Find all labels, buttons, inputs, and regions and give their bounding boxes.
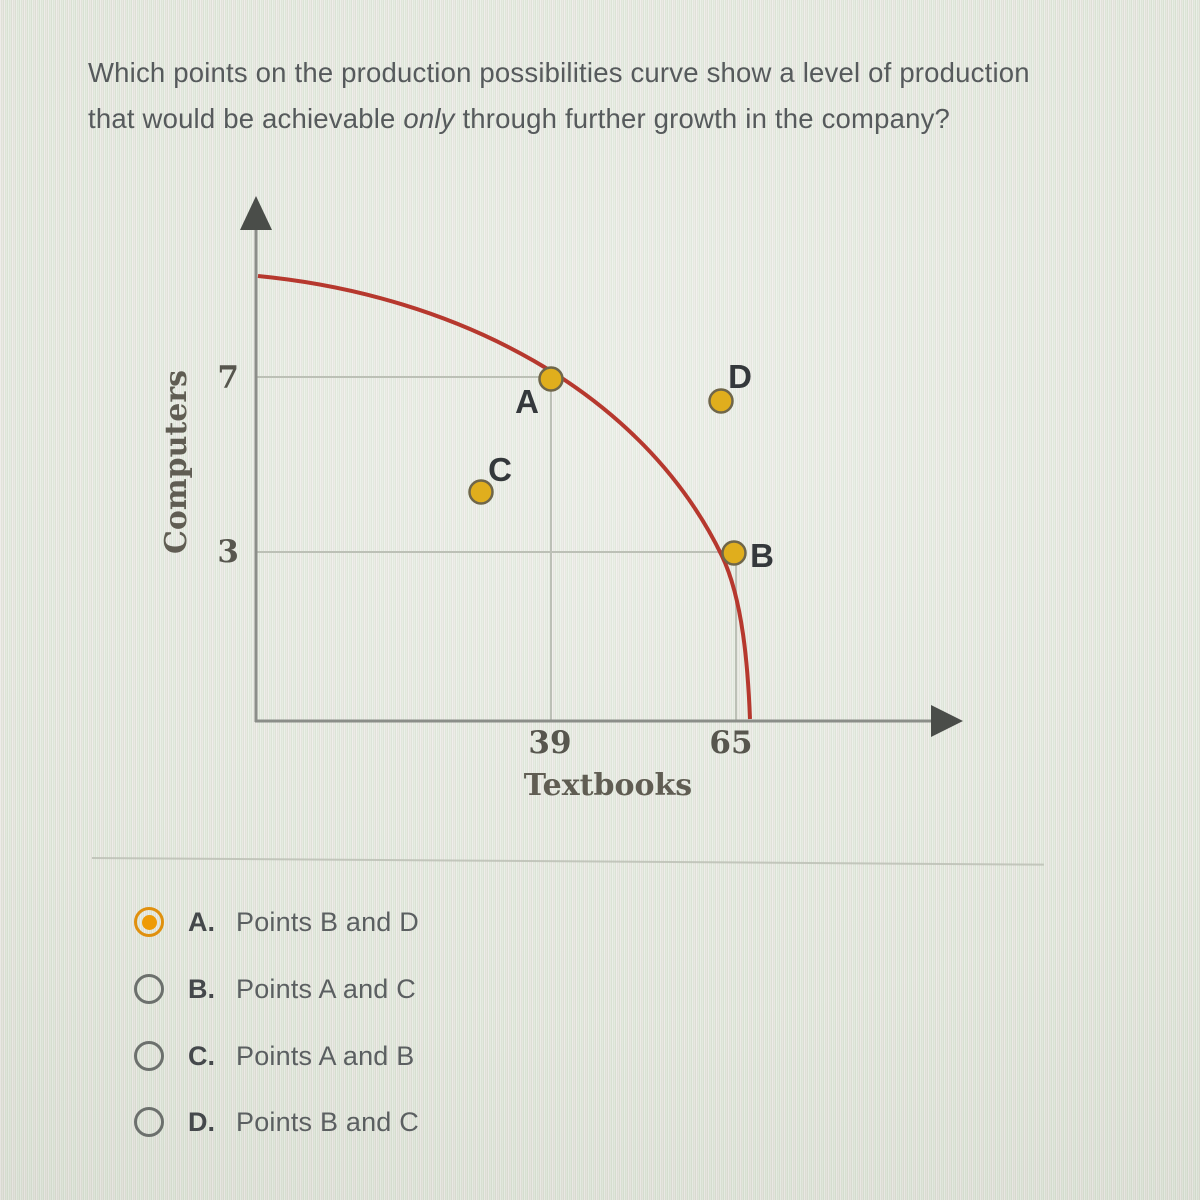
xtick-65: 65 xyxy=(709,725,752,761)
ppc-curve xyxy=(257,274,752,720)
xtick-39: 39 xyxy=(528,725,571,761)
option-d-letter: D. xyxy=(188,1106,215,1137)
option-a-letter: A. xyxy=(188,906,215,937)
option-c-label: Points A and B xyxy=(236,1040,415,1071)
question-italic-word: only xyxy=(403,103,455,134)
option-b-label: Points A and C xyxy=(236,973,416,1004)
question-line-1: Which points on the production possibili… xyxy=(88,57,1030,88)
x-axis-arrow-icon xyxy=(931,705,963,737)
option-row-a[interactable]: A. Points B and D xyxy=(134,902,419,942)
ytick-7: 7 xyxy=(217,360,239,396)
option-b-letter: B. xyxy=(188,973,215,1004)
radio-option-b[interactable] xyxy=(134,974,164,1004)
option-row-b[interactable]: B. Points A and C xyxy=(134,969,416,1009)
radio-option-c[interactable] xyxy=(134,1041,164,1071)
question-text: Which points on the production possibili… xyxy=(88,50,1068,142)
y-axis-arrow-icon xyxy=(240,196,272,230)
y-axis-title: Computers xyxy=(159,370,194,554)
option-c-letter: C. xyxy=(188,1040,215,1071)
ppc-chart: A B C D 7 3 39 65 Computers Textbooks xyxy=(159,196,963,803)
option-row-c[interactable]: C. Points A and B xyxy=(134,1036,414,1076)
grid-lines xyxy=(257,376,737,720)
x-axis-title: Textbooks xyxy=(524,768,692,803)
point-c-dot xyxy=(468,479,494,505)
option-a-label: Points B and D xyxy=(236,906,419,937)
option-row-d[interactable]: D. Points B and C xyxy=(134,1102,419,1142)
data-points xyxy=(468,366,747,566)
point-a-dot xyxy=(538,366,564,392)
point-c-label: C xyxy=(488,451,512,488)
point-b-dot xyxy=(721,540,747,566)
point-b-label: B xyxy=(750,537,774,574)
radio-selected-dot xyxy=(141,914,157,930)
radio-option-a[interactable] xyxy=(134,907,164,937)
radio-option-d[interactable] xyxy=(134,1107,164,1137)
point-d-dot xyxy=(708,388,734,414)
option-d-label: Points B and C xyxy=(236,1106,419,1137)
point-a-label: A xyxy=(515,383,539,420)
section-divider xyxy=(91,857,1044,866)
ytick-3: 3 xyxy=(217,534,239,570)
question-line-2: that would be achievable only through fu… xyxy=(88,103,951,134)
point-d-label: D xyxy=(728,358,752,395)
